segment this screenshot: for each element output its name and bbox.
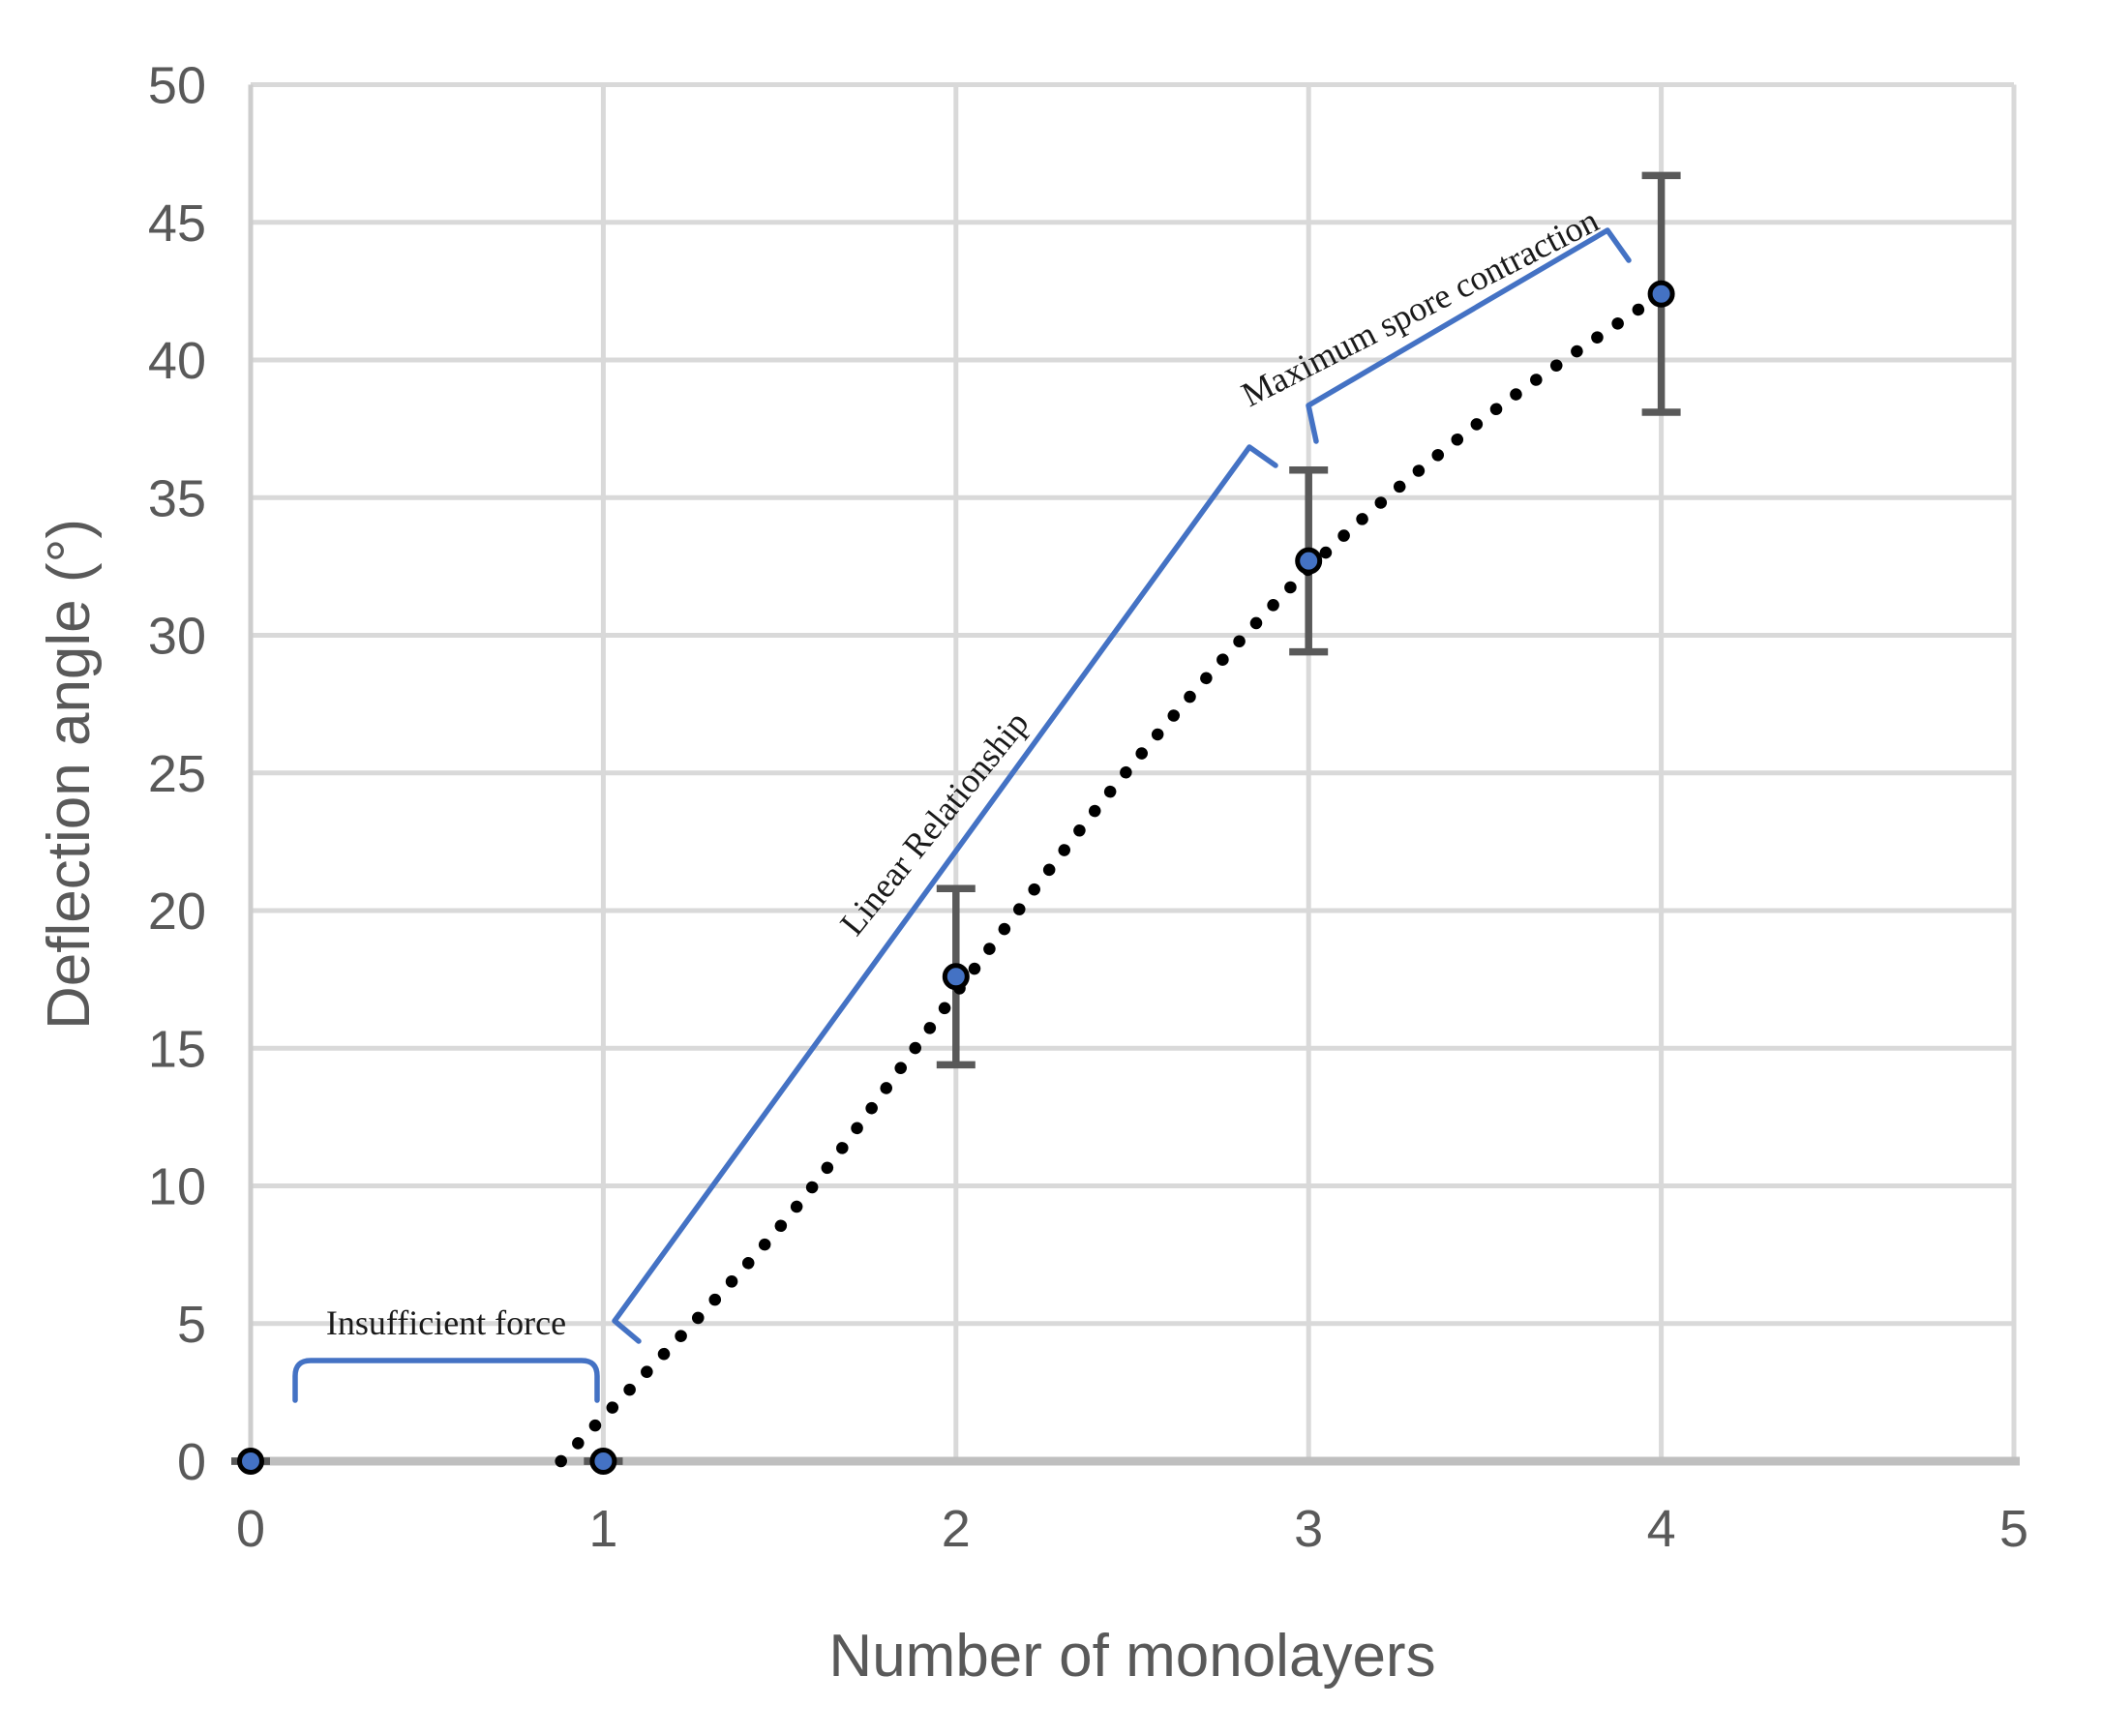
x-tick-label: 2 [942,1500,971,1558]
data-point [237,1448,264,1475]
y-tick-label: 10 [148,1158,206,1216]
linear-relationship-label: Linear Relationship [832,703,1036,943]
data-point [589,1448,617,1475]
annotation-linear-relationship: Linear Relationship [612,444,1278,1344]
y-tick-label: 15 [148,1020,206,1078]
axis-lines [248,84,2020,1466]
annotation-insufficient-force: Insufficient force [292,1303,600,1403]
y-tick-label: 35 [148,469,206,527]
annotation-maximum-spore-contraction: Maximum spore contraction [1235,200,1632,444]
y-tick-label: 30 [148,608,206,666]
insufficient-force-label: Insufficient force [326,1303,566,1342]
x-tick-label: 0 [236,1500,265,1558]
maximum-spore-contraction-bracket [1306,227,1632,444]
data-series [231,171,1681,1475]
gridlines [248,82,2017,1464]
data-point [1295,547,1323,575]
annotations: Insufficient force Linear Relationship M… [292,200,1632,1403]
y-tick-label: 50 [148,57,206,115]
x-axis-title: Number of monolayers [828,1623,1435,1690]
y-tick-label: 5 [177,1296,206,1354]
data-point [1647,280,1675,308]
maximum-spore-contraction-label: Maximum spore contraction [1235,200,1605,414]
dotted-trendline [555,287,1667,1468]
x-tick-label: 4 [1647,1500,1676,1558]
y-tick-label: 45 [148,195,206,253]
linear-relationship-bracket [612,444,1278,1344]
x-tick-label: 3 [1294,1500,1323,1558]
y-tick-label: 25 [148,745,206,803]
x-tick-label: 5 [1999,1500,2028,1558]
y-axis-title: Deflection angle (°) [36,519,103,1030]
data-point [942,963,970,991]
y-tick-label: 40 [148,332,206,390]
insufficient-force-bracket [292,1358,600,1403]
y-tick-label: 20 [148,883,206,941]
x-tick-label: 1 [588,1500,617,1558]
y-tick-label: 0 [177,1433,206,1491]
